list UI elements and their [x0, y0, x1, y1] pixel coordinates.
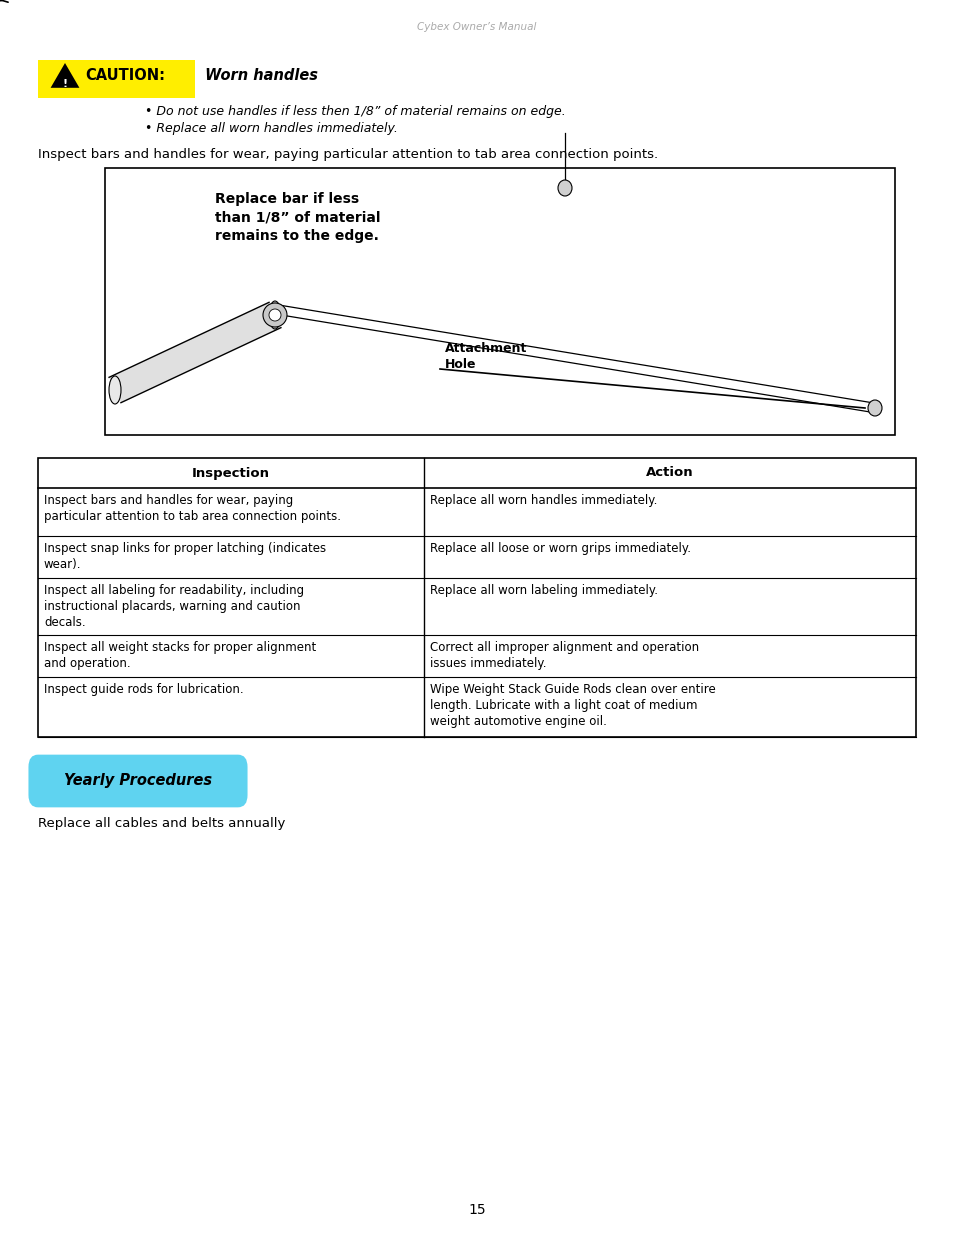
Text: Replace all worn handles immediately.: Replace all worn handles immediately. [430, 494, 657, 508]
Bar [38, 61, 194, 98]
Polygon shape [109, 303, 280, 403]
Ellipse shape [269, 309, 281, 321]
Bar [38, 458, 915, 737]
Text: CAUTION:: CAUTION: [85, 68, 165, 83]
Text: Inspect snap links for proper latching (indicates
wear).: Inspect snap links for proper latching (… [44, 542, 326, 571]
Text: • Do not use handles if less then 1/8” of material remains on edge.: • Do not use handles if less then 1/8” o… [145, 105, 565, 119]
Text: Action: Action [645, 467, 693, 479]
Text: Yearly Procedures: Yearly Procedures [64, 773, 212, 788]
Text: Attachment
Hole: Attachment Hole [444, 342, 527, 370]
Text: Replace bar if less
than 1/8” of material
remains to the edge.: Replace bar if less than 1/8” of materia… [214, 191, 380, 243]
Text: Inspect bars and handles for wear, paying
particular attention to tab area conne: Inspect bars and handles for wear, payin… [44, 494, 340, 522]
Text: Cybex Owner’s Manual: Cybex Owner’s Manual [416, 22, 537, 32]
Bar [105, 168, 894, 435]
Ellipse shape [109, 375, 121, 404]
Ellipse shape [269, 301, 281, 329]
Text: Inspect bars and handles for wear, paying particular attention to tab area conne: Inspect bars and handles for wear, payin… [38, 148, 658, 161]
Text: 15: 15 [468, 1203, 485, 1216]
Ellipse shape [263, 303, 287, 327]
Text: Worn handles: Worn handles [200, 68, 317, 83]
Text: Replace all worn labeling immediately.: Replace all worn labeling immediately. [430, 584, 658, 597]
Ellipse shape [558, 180, 572, 196]
Text: Replace all cables and belts annually: Replace all cables and belts annually [38, 818, 285, 830]
Text: Correct all improper alignment and operation
issues immediately.: Correct all improper alignment and opera… [430, 641, 699, 671]
Polygon shape [51, 63, 79, 88]
Text: Inspect all weight stacks for proper alignment
and operation.: Inspect all weight stacks for proper ali… [44, 641, 315, 671]
Text: Replace all loose or worn grips immediately.: Replace all loose or worn grips immediat… [430, 542, 690, 555]
Text: Wipe Weight Stack Guide Rods clean over entire
length. Lubricate with a light co: Wipe Weight Stack Guide Rods clean over … [430, 683, 715, 727]
FancyBboxPatch shape [29, 755, 247, 808]
Ellipse shape [867, 400, 882, 416]
Text: !: ! [62, 79, 68, 89]
Text: • Replace all worn handles immediately.: • Replace all worn handles immediately. [145, 122, 397, 135]
Text: Inspect all labeling for readability, including
instructional placards, warning : Inspect all labeling for readability, in… [44, 584, 304, 629]
Text: Inspection: Inspection [192, 467, 270, 479]
Text: Inspect guide rods for lubrication.: Inspect guide rods for lubrication. [44, 683, 243, 697]
